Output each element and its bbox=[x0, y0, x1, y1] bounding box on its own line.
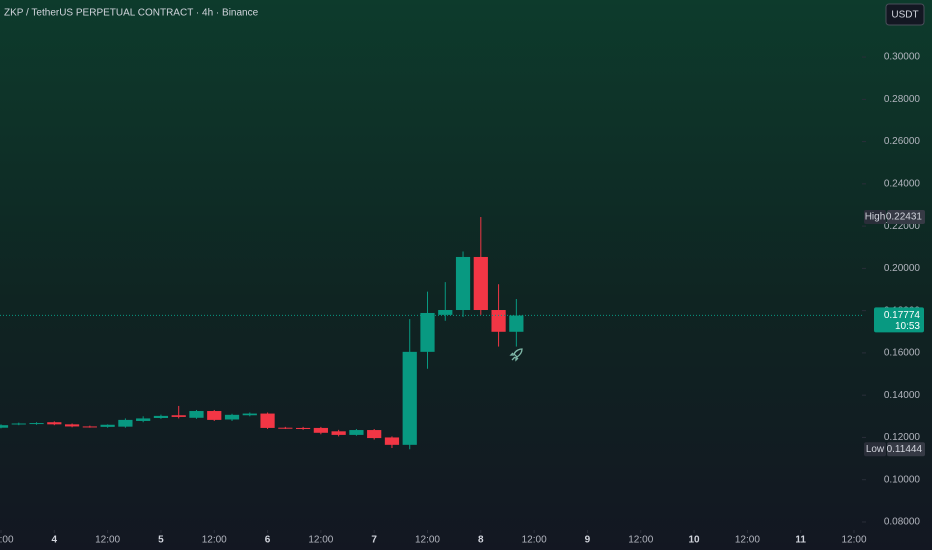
y-tick-label: 0.26000 bbox=[884, 136, 921, 147]
x-tick-label: 10 bbox=[689, 535, 701, 546]
marker-name-box bbox=[864, 210, 886, 225]
candle-body bbox=[11, 423, 26, 425]
x-tick-label: 12:00 bbox=[95, 535, 120, 546]
candle-body bbox=[455, 256, 471, 311]
x-tick-label: 12:00 bbox=[522, 535, 547, 546]
candle-body bbox=[313, 427, 328, 433]
candle-body bbox=[82, 426, 97, 428]
x-tick-label: 12:00 bbox=[0, 535, 14, 546]
x-tick-label: 5 bbox=[158, 535, 164, 546]
y-tick-label: 0.16000 bbox=[884, 348, 921, 359]
x-tick-label: 6 bbox=[265, 535, 271, 546]
candle-body bbox=[29, 423, 44, 425]
x-tick-label: 8 bbox=[478, 535, 484, 546]
x-tick-label: 4 bbox=[52, 535, 58, 546]
candle-body bbox=[189, 411, 204, 418]
currency-label[interactable]: USDT bbox=[891, 10, 918, 21]
candle-body bbox=[242, 413, 257, 416]
candle-body bbox=[207, 411, 222, 420]
countdown-label: 10:53 bbox=[895, 321, 920, 332]
marker-name-box bbox=[864, 442, 886, 457]
marker-value-box bbox=[887, 442, 925, 457]
x-tick-label: 12:00 bbox=[841, 535, 866, 546]
marker-value-box bbox=[887, 210, 925, 225]
candle-body bbox=[224, 414, 240, 420]
candle-body bbox=[136, 418, 151, 421]
candle-body bbox=[331, 431, 346, 435]
y-tick-label: 0.12000 bbox=[884, 432, 921, 443]
plot: 0.080000.100000.120000.140000.160000.180… bbox=[0, 52, 925, 546]
x-tick-label: 7 bbox=[371, 535, 377, 546]
candle-body bbox=[100, 424, 115, 427]
x-tick-label: 12:00 bbox=[308, 535, 333, 546]
marker-name: Low bbox=[866, 444, 885, 455]
y-tick-label: 0.20000 bbox=[884, 263, 921, 274]
candle-body bbox=[153, 415, 169, 418]
y-tick-label: 0.10000 bbox=[884, 474, 921, 485]
marker-name: High bbox=[865, 212, 886, 223]
y-tick-label: 0.30000 bbox=[884, 52, 921, 63]
candle-body bbox=[402, 351, 417, 445]
candle-body bbox=[64, 424, 80, 427]
candle-body bbox=[384, 437, 400, 445]
last-price-box bbox=[874, 307, 924, 333]
y-tick-label: 0.22000 bbox=[884, 221, 921, 232]
y-tick-label: 0.08000 bbox=[884, 517, 921, 528]
rocket-icon bbox=[509, 348, 523, 362]
candle-body bbox=[491, 310, 506, 332]
candle-body bbox=[0, 425, 9, 428]
candle-body bbox=[367, 430, 382, 439]
candle-body bbox=[349, 430, 364, 435]
candle-body bbox=[171, 415, 186, 417]
x-tick-label: 12:00 bbox=[628, 535, 653, 546]
y-tick-label: 0.14000 bbox=[884, 390, 921, 401]
x-tick-label: 12:00 bbox=[202, 535, 227, 546]
candle-body bbox=[509, 315, 524, 332]
x-tick-label: 12:00 bbox=[735, 535, 760, 546]
y-tick-label: 0.28000 bbox=[884, 94, 921, 105]
x-tick-label: 9 bbox=[585, 535, 591, 546]
candle-body bbox=[438, 310, 453, 315]
candle-body bbox=[420, 312, 435, 352]
candle-body bbox=[473, 256, 488, 311]
candle-body bbox=[260, 413, 275, 428]
candle-body bbox=[278, 427, 293, 429]
marker-value: 0.22431 bbox=[886, 212, 923, 223]
candle-body bbox=[118, 419, 133, 427]
currency-button[interactable] bbox=[885, 3, 925, 26]
y-tick-label: 0.24000 bbox=[884, 178, 921, 189]
candle-body bbox=[295, 427, 311, 429]
marker-value: 0.11444 bbox=[887, 444, 923, 455]
x-tick-label: 12:00 bbox=[415, 535, 440, 546]
candle-body bbox=[47, 422, 62, 425]
chart-title: ZKP / TetherUS PERPETUAL CONTRACT · 4h ·… bbox=[4, 8, 259, 19]
last-price-label: 0.17774 bbox=[884, 310, 921, 321]
x-tick-label: 11 bbox=[795, 535, 806, 546]
